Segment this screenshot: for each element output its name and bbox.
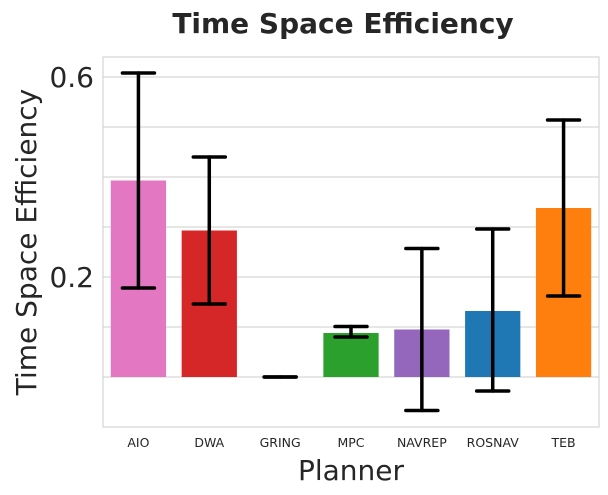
x-tick-label: MPC [337,435,364,450]
bars [110,180,592,377]
x-tick-label: GRING [260,435,301,450]
x-axis-label: Planner [298,454,405,487]
bar [323,333,379,377]
chart-title: Time Space Efficiency [172,7,513,40]
x-tick-label: TEB [551,435,576,450]
y-tick-label: 0.2 [49,261,94,294]
y-axis-label: Time Space Efficiency [10,89,43,397]
y-tick-label: 0.6 [49,61,94,94]
y-tick-labels: 0.2 0.6 [49,61,94,294]
x-tick-label: NAVREP [397,435,447,450]
plot-frame [102,56,600,428]
x-tick-label: ROSNAV [467,435,520,450]
x-tick-label: AIO [127,435,149,450]
x-tick-label: DWA [194,435,224,450]
x-tick-labels: AIO DWA GRING MPC NAVREP ROSNAV TEB [127,435,575,450]
error-bars [120,71,582,413]
